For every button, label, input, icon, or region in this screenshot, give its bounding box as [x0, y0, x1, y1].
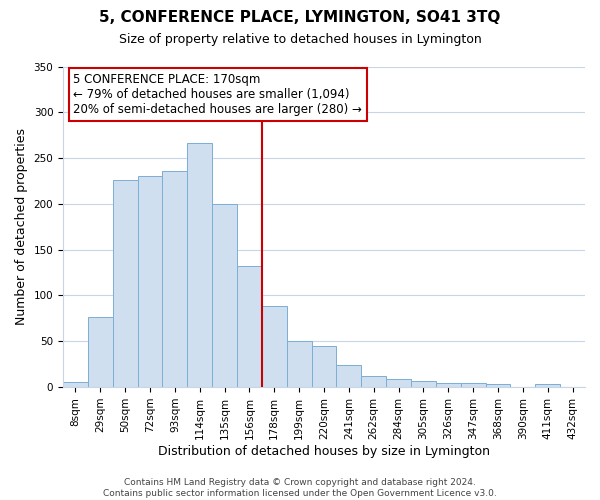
Bar — [163, 171, 187, 387]
Bar — [485, 384, 511, 387]
Bar — [361, 376, 386, 387]
Bar — [436, 382, 461, 387]
Bar — [137, 176, 163, 387]
Y-axis label: Number of detached properties: Number of detached properties — [15, 128, 28, 326]
Bar — [311, 346, 337, 387]
Bar — [287, 342, 311, 387]
Bar — [237, 266, 262, 387]
Text: Size of property relative to detached houses in Lymington: Size of property relative to detached ho… — [119, 32, 481, 46]
Bar — [113, 180, 137, 387]
Text: Contains HM Land Registry data © Crown copyright and database right 2024.
Contai: Contains HM Land Registry data © Crown c… — [103, 478, 497, 498]
Bar — [63, 382, 88, 387]
Text: 5, CONFERENCE PLACE, LYMINGTON, SO41 3TQ: 5, CONFERENCE PLACE, LYMINGTON, SO41 3TQ — [100, 10, 500, 25]
Bar — [337, 365, 361, 387]
Bar — [461, 382, 485, 387]
Bar — [386, 379, 411, 387]
Bar — [212, 204, 237, 387]
X-axis label: Distribution of detached houses by size in Lymington: Distribution of detached houses by size … — [158, 444, 490, 458]
Text: 5 CONFERENCE PLACE: 170sqm
← 79% of detached houses are smaller (1,094)
20% of s: 5 CONFERENCE PLACE: 170sqm ← 79% of deta… — [73, 73, 362, 116]
Bar — [187, 142, 212, 387]
Bar — [411, 380, 436, 387]
Bar — [88, 316, 113, 387]
Bar — [535, 384, 560, 387]
Bar — [262, 306, 287, 387]
